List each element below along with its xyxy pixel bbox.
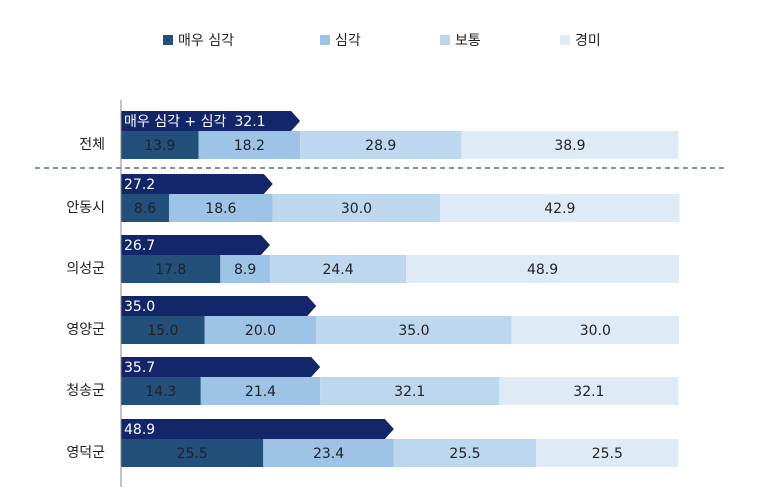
bar-segment [198,131,301,159]
legend-label: 경미 [575,33,601,49]
data-label: 30.0 [580,323,611,339]
bar-segment [300,131,462,159]
data-label: 35.0 [398,323,429,339]
bar-segment [220,255,270,283]
bar-segment [121,255,221,283]
bar-segment [168,194,273,222]
sum-label: 35.7 [124,360,155,376]
bar-segment [499,377,679,405]
legend-swatch [440,35,450,45]
y-tick-label: 안동시 [66,200,105,216]
y-tick-label: 청송군 [66,383,105,399]
sum-label: 48.9 [124,422,155,438]
data-label: 48.9 [527,262,558,278]
sum-arrow [121,419,394,439]
bar-segment [269,255,407,283]
bar-segment [536,439,679,467]
sum-label: 27.2 [124,177,155,193]
bar-segment [121,316,205,344]
data-label: 25.5 [449,446,480,462]
sum-value: 35.7 [124,360,155,376]
sum-prefix: 매우 심각 + 심각 [124,114,226,130]
sum-arrow [121,357,321,377]
y-tick-label: 의성군 [66,261,105,277]
data-label: 24.4 [322,262,353,278]
data-label: 28.9 [365,138,396,154]
data-label: 21.4 [245,384,276,400]
legend-swatch [163,35,173,45]
sum-arrow [121,174,273,194]
bar-segment [200,377,321,405]
sum-value: 48.9 [124,422,155,438]
y-tick-label: 전체 [79,137,105,153]
data-label: 8.9 [234,262,256,278]
bar-segment [320,377,500,405]
bar-segment [121,131,199,159]
data-label: 18.2 [234,138,265,154]
bar-segment [393,439,537,467]
bar-segment [316,316,512,344]
bar-segment [461,131,679,159]
legend-label: 보통 [455,33,481,49]
data-label: 8.6 [134,201,156,217]
sum-arrow [121,111,301,131]
sum-label: 매우 심각 + 심각 32.1 [124,114,266,130]
bar-segment [511,316,679,344]
sum-arrow [121,296,317,316]
bar-segment [121,194,169,222]
data-label: 20.0 [245,323,276,339]
sum-value: 27.2 [124,177,155,193]
legend-label: 매우 심각 [178,33,234,49]
sum-value: 32.1 [234,114,265,130]
legend-swatch [560,35,570,45]
legend-swatch [320,35,330,45]
data-label: 32.1 [573,384,604,400]
data-label: 25.5 [592,446,623,462]
bar-segment [272,194,441,222]
data-label: 13.9 [144,138,175,154]
y-tick-label: 영덕군 [66,445,105,461]
data-label: 38.9 [554,138,585,154]
bar-segment [121,377,201,405]
data-label: 15.0 [147,323,178,339]
sum-label: 35.0 [124,299,155,315]
bar-segment [204,316,317,344]
sum-arrow [121,235,270,255]
data-label: 30.0 [341,201,372,217]
sum-value: 35.0 [124,299,155,315]
bar-segment [121,439,264,467]
data-label: 42.9 [544,201,575,217]
data-label: 32.1 [394,384,425,400]
bar-segment [263,439,394,467]
data-label: 14.3 [145,384,176,400]
data-label: 25.5 [177,446,208,462]
y-tick-label: 영양군 [66,322,105,338]
bar-segment [406,255,679,283]
legend-label: 심각 [335,33,361,49]
sum-label: 26.7 [124,238,155,254]
data-label: 17.8 [155,262,186,278]
data-label: 18.6 [205,201,236,217]
sum-value: 26.7 [124,238,155,254]
data-label: 23.4 [313,446,344,462]
bar-segment [440,194,680,222]
